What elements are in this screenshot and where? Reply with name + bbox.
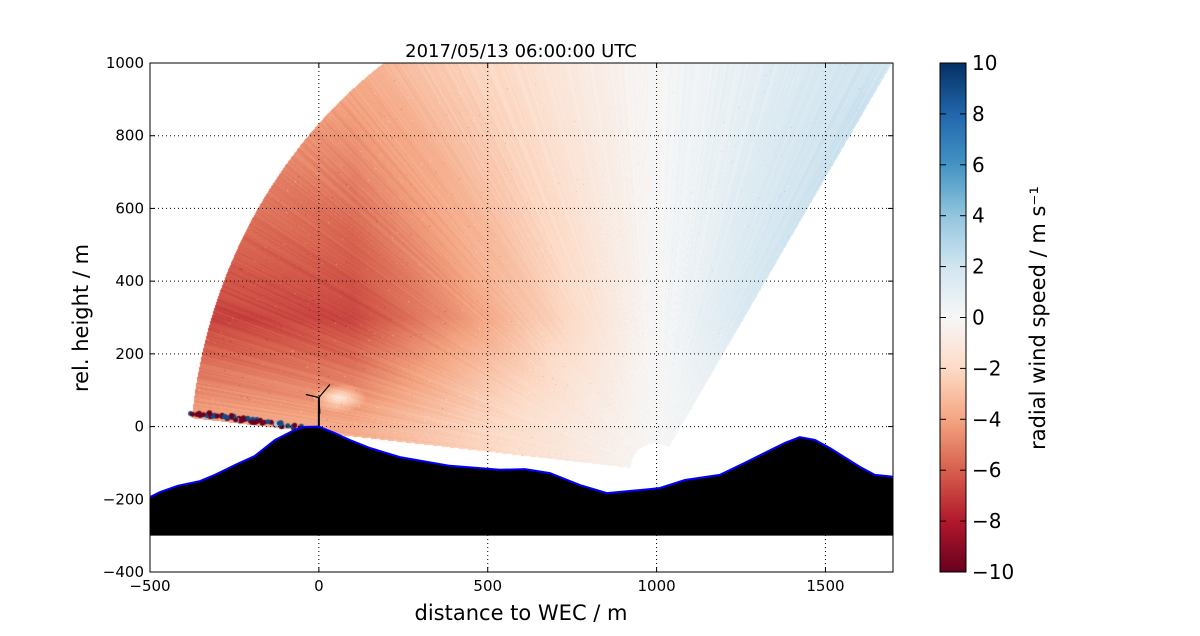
y-axis-label: rel. height / m bbox=[69, 244, 93, 392]
y-tick-label: 1000 bbox=[106, 54, 144, 72]
wind-turbine bbox=[305, 384, 331, 427]
colorbar-tick-label: 2 bbox=[972, 255, 985, 279]
turbine-blade bbox=[318, 397, 321, 414]
y-tick-label: 400 bbox=[115, 272, 144, 290]
colorbar-tick-label: 8 bbox=[972, 102, 985, 126]
x-axis-label: distance to WEC / m bbox=[415, 601, 628, 625]
x-tick-label: −500 bbox=[129, 577, 170, 595]
colorbar-tick-label: −2 bbox=[972, 356, 1001, 380]
y-tick-label: −200 bbox=[103, 490, 144, 508]
terrain-profile bbox=[150, 426, 893, 536]
y-tick-label: 800 bbox=[115, 127, 144, 145]
x-tick-label: 500 bbox=[473, 577, 502, 595]
colorbar-tick-label: 4 bbox=[972, 204, 985, 228]
x-tick-label: 1000 bbox=[637, 577, 675, 595]
colorbar-tick-label: 6 bbox=[972, 153, 985, 177]
x-tick-label: 0 bbox=[314, 577, 324, 595]
y-tick-label: −400 bbox=[103, 563, 144, 581]
colorbar-label: radial wind speed / m s⁻¹ bbox=[1026, 186, 1050, 450]
colorbar-tick-label: −6 bbox=[972, 458, 1001, 482]
colorbar-tick-label: −8 bbox=[972, 509, 1001, 533]
chart-title: 2017/05/13 06:00:00 UTC bbox=[405, 41, 637, 62]
x-axis-ticks: −500 0 500 1000 1500 bbox=[129, 63, 845, 595]
turbine-blade bbox=[318, 384, 331, 398]
colorbar-tick-label: −10 bbox=[972, 560, 1014, 584]
y-tick-label: 200 bbox=[115, 345, 144, 363]
x-tick-label: 1500 bbox=[806, 577, 844, 595]
colorbar-tick-label: −4 bbox=[972, 407, 1001, 431]
terrain-outline bbox=[149, 425, 894, 498]
y-tick-label: 0 bbox=[134, 418, 144, 436]
colorbar-tick-label: 0 bbox=[972, 306, 985, 330]
turbine-blade bbox=[305, 393, 319, 399]
y-tick-label: 600 bbox=[115, 199, 144, 217]
plot-frame bbox=[149, 62, 894, 573]
y-axis-ticks: −400 −200 0 200 400 600 800 1000 bbox=[103, 54, 893, 581]
colorbar-ticks: −10 −8 −6 −4 −2 0 2 4 6 8 10 bbox=[940, 51, 1014, 584]
colorbar-tick-label: 10 bbox=[972, 51, 997, 75]
